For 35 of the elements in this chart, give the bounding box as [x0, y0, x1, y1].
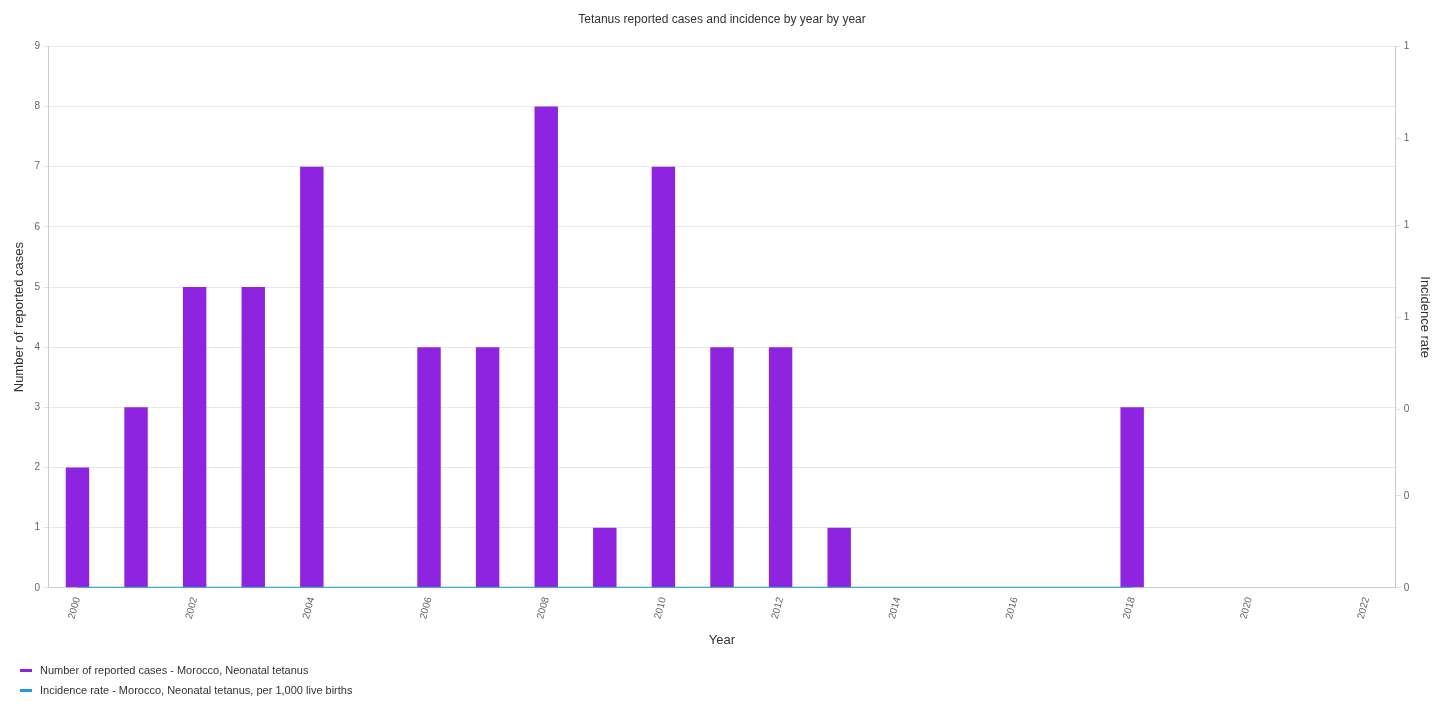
x-tick-label: 2016 — [1003, 595, 1020, 621]
x-tick-label: 2022 — [1354, 595, 1372, 621]
y-tick-label: 8 — [34, 100, 41, 112]
y2-axis-title: Incidence rate — [1417, 276, 1433, 358]
y2-tick-label: 1 — [1403, 132, 1410, 144]
y2-tick-label: 0 — [1403, 581, 1410, 593]
y-tick-label: 5 — [34, 280, 41, 292]
y2-tick-label: 0 — [1403, 489, 1410, 501]
y2-tick-label: 1 — [1403, 218, 1410, 230]
y-tick-label: 7 — [34, 160, 41, 172]
y-tick-label: 4 — [34, 340, 41, 352]
x-tick-label: 2000 — [65, 595, 83, 621]
x-tick-label: 2006 — [417, 595, 434, 621]
y-tick-label: 3 — [34, 401, 41, 413]
x-tick-label: 2012 — [768, 595, 786, 621]
x-tick-label: 2010 — [651, 595, 669, 621]
y-tick-label: 9 — [34, 40, 41, 52]
y-tick-label: 1 — [34, 521, 41, 533]
x-tick-label: 2004 — [300, 595, 317, 621]
y-axis-title: Number of reported cases — [11, 241, 27, 393]
legend-label: Incidence rate - Morocco, Neonatal tetanus, per 1,000 live births — [40, 684, 353, 696]
legend-label: Number of reported cases - Morocco, Neonatal tetanus — [40, 664, 309, 676]
y2-tick-label: 0 — [1403, 402, 1410, 414]
x-axis-title: Year — [708, 631, 736, 647]
y-tick-label: 6 — [34, 220, 41, 232]
y-tick-label: 0 — [34, 581, 41, 593]
x-tick-label: 2008 — [534, 595, 551, 621]
x-tick-label: 2018 — [1120, 595, 1137, 621]
y-tick-label: 2 — [34, 461, 41, 473]
x-tick-label: 2020 — [1237, 595, 1255, 621]
chart-title: Tetanus reported cases and incidence by year by year — [578, 11, 866, 26]
x-tick-label: 2002 — [182, 595, 200, 621]
y2-tick-label: 1 — [1403, 310, 1410, 322]
y2-tick-label: 1 — [1403, 40, 1410, 52]
x-tick-label: 2014 — [885, 595, 903, 621]
